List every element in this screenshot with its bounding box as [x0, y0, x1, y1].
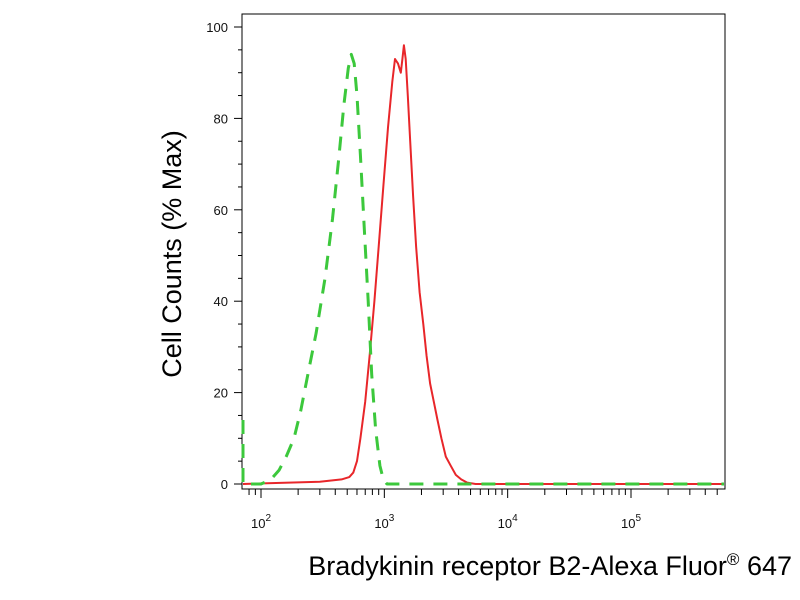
x-tick-label: 104: [498, 513, 518, 531]
y-tick-label: 20: [214, 386, 228, 401]
y-tick-label: 40: [214, 294, 228, 309]
control-histogram-line: [241, 52, 724, 486]
series-layer: [241, 44, 724, 486]
x-axis-title-suffix: 647: [739, 551, 792, 581]
y-tick-label: 60: [214, 203, 228, 218]
x-tick-label: 103: [374, 513, 394, 531]
plot-frame: [241, 13, 726, 490]
x-axis: 102 103 104 105: [248, 489, 718, 531]
y-tick-label: 100: [206, 20, 228, 35]
x-tick-label: 102: [251, 513, 271, 531]
sample-histogram-line: [242, 44, 724, 485]
y-axis: 0 20 40 60 80 100: [206, 20, 242, 492]
x-axis-title-text: Bradykinin receptor B2-Alexa Fluor: [308, 551, 727, 581]
x-axis-title: Bradykinin receptor B2-Alexa Fluor® 647: [308, 550, 792, 581]
y-tick-label: 80: [214, 111, 228, 126]
y-tick-label: 0: [221, 477, 228, 492]
y-axis-title: Cell Counts (% Max): [157, 130, 187, 378]
x-axis-title-registered-mark: ®: [727, 550, 740, 569]
x-tick-label: 105: [621, 513, 641, 531]
